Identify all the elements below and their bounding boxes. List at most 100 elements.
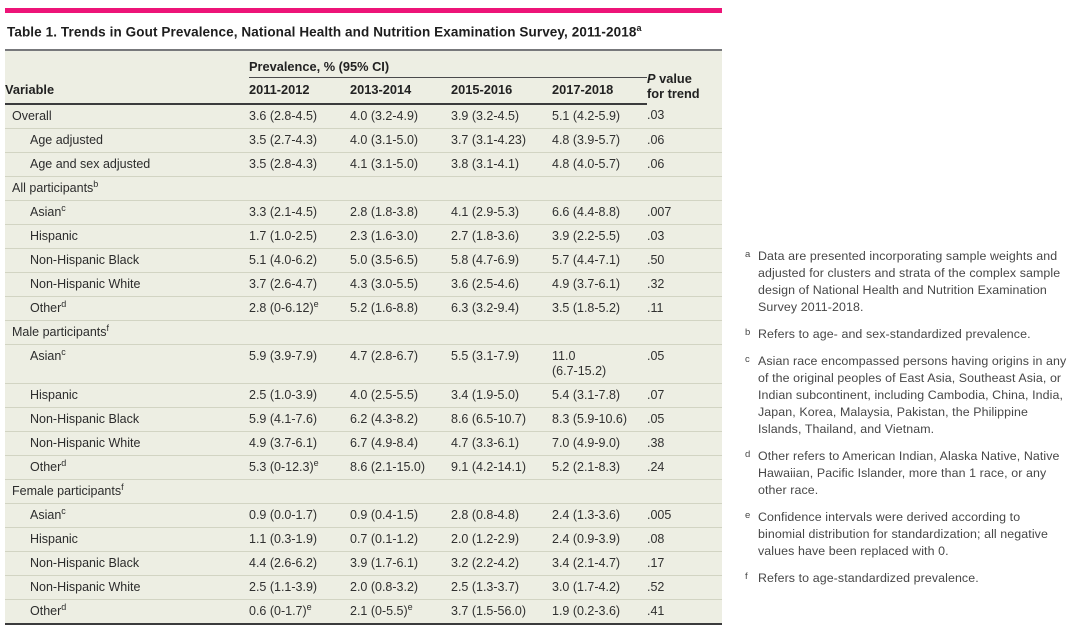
row-label: Overall (12, 108, 52, 123)
prevalence-cell: 2.5 (1.0-3.9) (249, 382, 350, 407)
p-value-cell: .08 (647, 526, 722, 551)
prevalence-cell: 5.2 (2.1-8.3) (552, 454, 647, 479)
row-label: Female participantsf (5, 478, 249, 503)
prevalence-cell: 3.5 (1.8-5.2) (552, 295, 647, 320)
footnote-marker: f (745, 571, 748, 582)
prevalence-cell: 2.8 (0-6.12)e (249, 295, 350, 320)
prevalence-cell: 0.6 (0-1.7)e (249, 598, 350, 624)
prevalence-cell: 3.0 (1.7-4.2) (552, 574, 647, 599)
prevalence-cell: 0.7 (0.1-1.2) (350, 526, 451, 551)
prevalence-cell: 4.8 (3.9-5.7) (552, 127, 647, 152)
prevalence-cell: 2.4 (1.3-3.6) (552, 502, 647, 527)
footnote-marker: e (745, 510, 751, 521)
prevalence-cell: 6.7 (4.9-8.4) (350, 430, 451, 455)
table-row: Non-Hispanic White 3.7 (2.6-4.7) 4.3 (3.0-… (5, 271, 722, 296)
p-italic: P (647, 70, 656, 86)
table-row: Hispanic 1.1 (0.3-1.9) 0.7 (0.1-1.2) 2.0 (1… (5, 526, 722, 551)
table-row: Asianc 5.9 (3.9-7.9) 4.7 (2.8-6.7) 5.5 (3.1… (5, 343, 722, 383)
prevalence-cell: 5.3 (0-12.3)e (249, 454, 350, 479)
prevalence-cell: 2.8 (0.8-4.8) (451, 502, 552, 527)
prevalence-cell: 2.5 (1.3-3.7) (451, 574, 552, 599)
prevalence-cell: 2.3 (1.6-3.0) (350, 223, 451, 248)
row-label: Non-Hispanic Black (5, 247, 249, 272)
footnote-text: Confidence intervals were derived accord… (758, 510, 1048, 558)
prevalence-cell: 4.3 (3.0-5.5) (350, 271, 451, 296)
prevalence-cell: 2.1 (0-5.5)e (350, 598, 451, 624)
prevalence-cell: 9.1 (4.2-14.1) (451, 454, 552, 479)
footnote-d: d Other refers to American Indian, Alaska… (745, 448, 1067, 499)
table-row: Non-Hispanic Black 5.9 (4.1-7.6) 6.2 (4.3-… (5, 406, 722, 431)
prevalence-cell: 8.3 (5.9-10.6) (552, 406, 647, 431)
p-value-cell: .05 (647, 406, 722, 431)
table-row: Otherd 2.8 (0-6.12)e 5.2 (1.6-8.8) 6.3 (3.2… (5, 295, 722, 320)
row-label: Age adjusted (5, 127, 249, 152)
table-row: Non-Hispanic Black 5.1 (4.0-6.2) 5.0 (3.5-… (5, 247, 722, 272)
row-label: Non-Hispanic White (5, 574, 249, 599)
table-row: Otherd 5.3 (0-12.3)e 8.6 (2.1-15.0) 9.1 (4.… (5, 454, 722, 479)
gout-prevalence-table: Prevalence, % (95% CI) P value for trend … (5, 48, 722, 625)
row-label: Asianc (5, 343, 249, 383)
p-line2: for trend (647, 85, 700, 101)
p-value-cell: .41 (647, 598, 722, 624)
prevalence-cell: 0.9 (0.0-1.7) (249, 502, 350, 527)
p-value-cell: .50 (647, 247, 722, 272)
header-prevalence-group: Prevalence, % (95% CI) (249, 49, 647, 78)
header-p-value: P value for trend (647, 50, 722, 104)
prevalence-cell: 6.2 (4.3-8.2) (350, 406, 451, 431)
prevalence-cell: 5.1 (4.0-6.2) (249, 247, 350, 272)
header-year-2015-2016: 2015-2016 (451, 77, 552, 105)
p-value-cell: .06 (647, 127, 722, 152)
table-row: Age adjusted 3.5 (2.7-4.3) 4.0 (3.1-5.0) 3.… (5, 127, 722, 152)
prevalence-cell: 7.0 (4.9-9.0) (552, 430, 647, 455)
prevalence-cell: 2.0 (1.2-2.9) (451, 526, 552, 551)
row-label: Non-Hispanic Black (5, 550, 249, 575)
prevalence-cell: 6.3 (3.2-9.4) (451, 295, 552, 320)
table-row: Age and sex adjusted 3.5 (2.8-4.3) 4.1 (3.… (5, 151, 722, 176)
footnote-text: Refers to age-standardized prevalence. (758, 571, 979, 585)
section-filler (249, 319, 722, 344)
header-group-row: Prevalence, % (95% CI) P value for trend (5, 49, 722, 101)
footnote-marker: b (745, 327, 751, 338)
row-label: Non-Hispanic White (5, 271, 249, 296)
prevalence-cell: 5.1 (4.2-5.9) (552, 108, 621, 123)
prevalence-cell: 4.8 (4.0-5.7) (552, 151, 647, 176)
table-header: Prevalence, % (95% CI) P value for trend … (5, 49, 722, 105)
header-spacer (5, 50, 249, 78)
footnote-text: Data are presented incorporating sample … (758, 249, 1061, 314)
prevalence-cell: 3.5 (2.8-4.3) (249, 151, 350, 176)
prevalence-cell: 4.0 (3.2-4.9) (350, 108, 419, 123)
prevalence-cell: 3.9 (2.2-5.5) (552, 223, 647, 248)
footnote-e: e Confidence intervals were derived accor… (745, 509, 1067, 560)
row-label: Age and sex adjusted (5, 151, 249, 176)
p-value-cell: .32 (647, 271, 722, 296)
footnote-b: b Refers to age- and sex-standardized pre… (745, 326, 1067, 343)
footnote-a: a Data are presented incorporating sample… (745, 248, 1067, 316)
row-label: Non-Hispanic White (5, 430, 249, 455)
prevalence-cell: 1.1 (0.3-1.9) (249, 526, 350, 551)
prevalence-cell: 4.7 (3.3-6.1) (451, 430, 552, 455)
prevalence-cell: 3.9 (1.7-6.1) (350, 550, 451, 575)
prevalence-cell: 3.8 (3.1-4.1) (451, 151, 552, 176)
row-label: Asianc (5, 502, 249, 527)
footnote-marker: a (745, 249, 751, 260)
prevalence-cell: 2.0 (0.8-3.2) (350, 574, 451, 599)
footnote-text: Refers to age- and sex-standardized prev… (758, 327, 1031, 341)
accent-rule (5, 8, 722, 13)
prevalence-cell: 4.1 (2.9-5.3) (451, 199, 552, 224)
p-value-cell: .03 (647, 107, 665, 122)
footnote-text: Other refers to American Indian, Alaska … (758, 449, 1060, 497)
prevalence-cell: 5.9 (3.9-7.9) (249, 343, 350, 383)
p-value-cell: .17 (647, 550, 722, 575)
row-label: Otherd (5, 598, 249, 624)
row-label: Male participantsf (5, 319, 249, 344)
p-value-cell: .07 (647, 382, 722, 407)
p-value-cell: .007 (647, 199, 722, 224)
table-row: Overall 3.6 (2.8-4.5) 4.0 (3.2-4.9) 3.9 (3.… (5, 104, 722, 129)
table-title-superscript: a (636, 23, 642, 33)
table-row: Asianc 0.9 (0.0-1.7) 0.9 (0.4-1.5) 2.8 (0.8… (5, 502, 722, 527)
prevalence-cell: 3.7 (1.5-56.0) (451, 598, 552, 624)
p-value-cell: .06 (647, 151, 722, 176)
section-filler (249, 175, 722, 200)
p-value-cell: .005 (647, 502, 722, 527)
